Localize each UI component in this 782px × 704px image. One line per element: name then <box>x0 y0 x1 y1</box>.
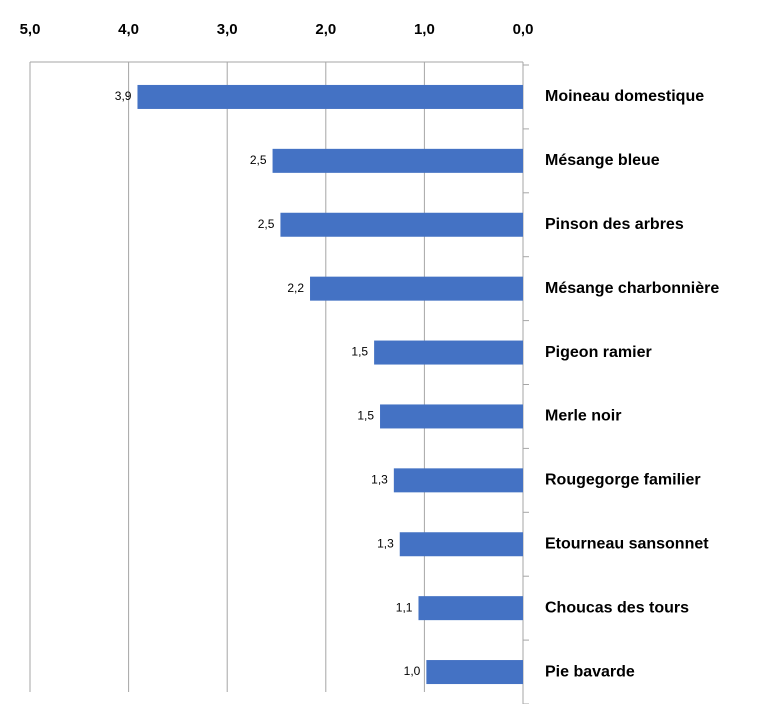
value-label: 1,3 <box>377 536 394 550</box>
bar <box>310 276 523 301</box>
x-tick-label: 5,0 <box>20 21 41 38</box>
x-tick-label: 2,0 <box>315 21 336 38</box>
category-label: Pigeon ramier <box>545 344 652 361</box>
value-label: 1,1 <box>396 600 413 614</box>
category-label: Choucas des tours <box>545 599 689 616</box>
bar <box>418 596 523 621</box>
value-label: 2,2 <box>287 281 304 295</box>
value-label: 2,5 <box>250 153 267 167</box>
x-tick-label: 1,0 <box>414 21 435 38</box>
value-label: 3,9 <box>115 89 132 103</box>
value-label: 1,5 <box>357 409 374 423</box>
category-label: Mésange bleue <box>545 152 660 169</box>
x-tick-label: 3,0 <box>217 21 238 38</box>
category-label: Rougegorge familier <box>545 472 701 489</box>
value-label: 1,0 <box>404 664 421 678</box>
bar <box>137 84 523 109</box>
category-label: Merle noir <box>545 408 621 425</box>
value-label: 2,5 <box>258 217 275 231</box>
x-tick-label: 0,0 <box>513 21 534 38</box>
bar <box>380 404 523 429</box>
bar <box>280 212 523 237</box>
bar <box>426 660 523 685</box>
bar <box>272 148 523 173</box>
value-label: 1,3 <box>371 473 388 487</box>
category-label: Mésange charbonnière <box>545 280 719 297</box>
x-tick-label: 4,0 <box>118 21 139 38</box>
category-label: Pinson des arbres <box>545 216 684 233</box>
category-label: Moineau domestique <box>545 88 704 105</box>
bar <box>374 340 523 365</box>
bar <box>393 468 523 493</box>
category-label: Etourneau sansonnet <box>545 535 709 552</box>
category-label: Pie bavarde <box>545 663 635 680</box>
value-label: 1,5 <box>351 345 368 359</box>
bar <box>399 532 523 557</box>
